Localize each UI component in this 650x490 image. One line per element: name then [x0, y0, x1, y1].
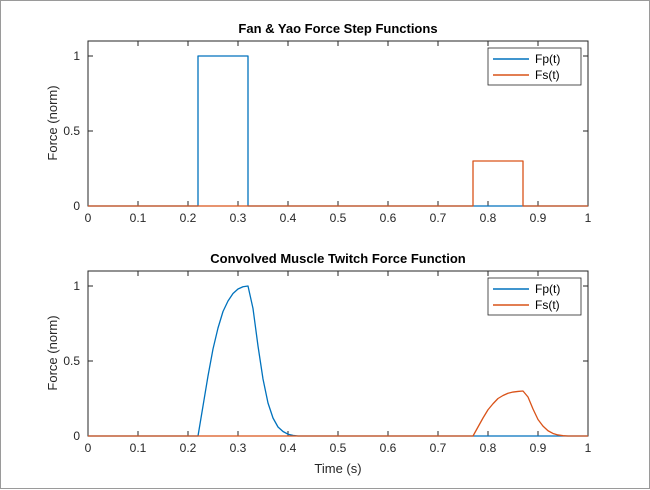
y-tick-label: 0 [73, 199, 80, 213]
y-tick-label: 1 [73, 279, 80, 293]
chart-title-top: Fan & Yao Force Step Functions [238, 21, 437, 36]
x-tick-label: 0.8 [480, 211, 497, 225]
legend-label-fs-bottom: Fs(t) [535, 298, 560, 312]
y-tick-label: 1 [73, 49, 80, 63]
y-axis-label-top: Force (norm) [45, 85, 60, 160]
plot-top: Fan & Yao Force Step Functions Force (no… [45, 21, 592, 225]
x-tick-label: 0.3 [230, 441, 247, 455]
x-tick-label: 0.6 [380, 441, 397, 455]
x-tick-label: 0.2 [180, 211, 197, 225]
y-axis-label-bottom: Force (norm) [45, 315, 60, 390]
x-tick-label: 0.3 [230, 211, 247, 225]
legend-label-fp-bottom: Fp(t) [535, 282, 560, 296]
legend-bottom: Fp(t) Fs(t) [487, 277, 582, 316]
x-tick-label: 0.5 [330, 211, 347, 225]
x-tick-label: 0 [85, 441, 92, 455]
x-tick-label: 0.1 [130, 441, 147, 455]
legend-box-top [487, 47, 582, 86]
x-tick-label: 0 [85, 211, 92, 225]
plot-bottom: Convolved Muscle Twitch Force Function F… [45, 251, 592, 476]
x-tick-label: 1 [585, 441, 592, 455]
y-ticks-top: 00.51 [63, 49, 588, 213]
x-ticks-bottom: 0 0.1 0.2 0.3 0.4 0.5 0.6 0.7 0.8 0.9 1 [85, 271, 592, 455]
series-line-fpt [88, 285, 588, 437]
series-line-fst [88, 390, 588, 437]
x-tick-label: 0.5 [330, 441, 347, 455]
legend-label-fp-top: Fp(t) [535, 52, 560, 66]
x-tick-label: 0.9 [530, 211, 547, 225]
x-tick-label: 0.7 [430, 441, 447, 455]
x-tick-label: 0.1 [130, 211, 147, 225]
x-tick-label: 0.7 [430, 211, 447, 225]
y-tick-label: 0 [73, 429, 80, 443]
legend-top: Fp(t) Fs(t) [487, 47, 582, 86]
x-tick-label: 0.4 [280, 211, 297, 225]
y-tick-label: 0.5 [63, 354, 80, 368]
x-axis-label-bottom: Time (s) [314, 461, 361, 476]
y-tick-label: 0.5 [63, 124, 80, 138]
x-tick-label: 0.4 [280, 441, 297, 455]
x-tick-label: 0.2 [180, 441, 197, 455]
x-tick-label: 0.6 [380, 211, 397, 225]
legend-box-bottom [487, 277, 582, 316]
series-line-fst [88, 160, 588, 207]
x-tick-label: 0.9 [530, 441, 547, 455]
x-tick-label: 1 [585, 211, 592, 225]
y-ticks-bottom: 00.51 [63, 279, 588, 443]
legend-label-fs-top: Fs(t) [535, 68, 560, 82]
series-group-bottom [88, 285, 588, 437]
x-ticks-top: 0 0.1 0.2 0.3 0.4 0.5 0.6 0.7 0.8 0.9 1 [85, 41, 592, 225]
series-group-top [88, 55, 588, 207]
x-tick-label: 0.8 [480, 441, 497, 455]
chart-title-bottom: Convolved Muscle Twitch Force Function [210, 251, 466, 266]
